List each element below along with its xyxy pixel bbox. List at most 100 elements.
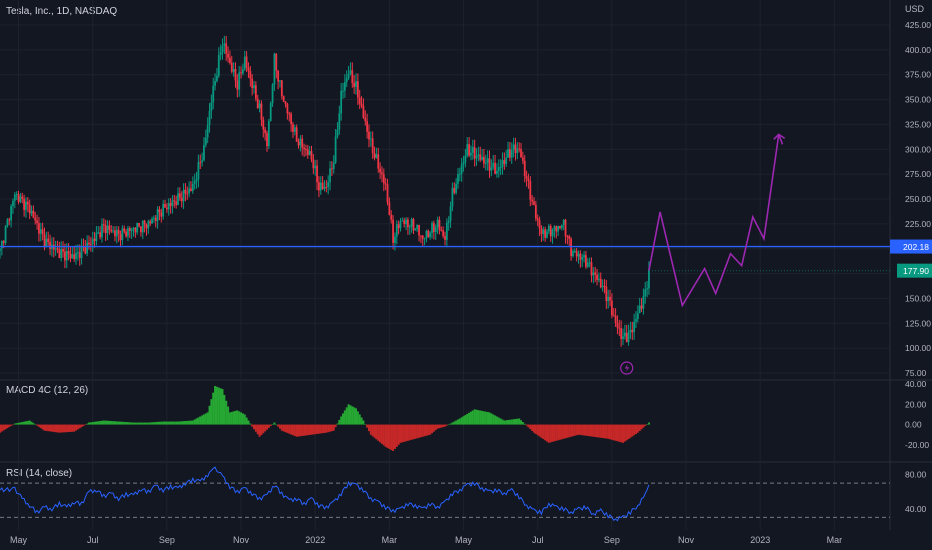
macd-bar [334, 424, 337, 428]
candle-body [351, 70, 354, 83]
macd-bar [416, 424, 419, 439]
candle-body [310, 150, 313, 160]
macd-bar [112, 421, 115, 425]
macd-bar [19, 422, 22, 425]
macd-bar [373, 424, 376, 438]
candle-body [583, 255, 585, 258]
candle-body [592, 272, 595, 276]
macd-bar [221, 389, 224, 425]
macd-bar [126, 422, 129, 425]
candle-body [514, 144, 517, 153]
macd-bar [508, 419, 511, 425]
macd-bar [388, 424, 391, 449]
macd-bar [93, 421, 96, 425]
candle-body [360, 103, 363, 106]
macd-bar [462, 416, 465, 425]
macd-bar [557, 424, 560, 441]
candle-body [264, 129, 267, 134]
candle-body [323, 186, 326, 189]
candle-body [253, 85, 255, 89]
candle-body [338, 113, 341, 130]
candle-body [201, 160, 204, 163]
macd-bar [431, 424, 434, 434]
price-tick-label: 400.00 [905, 45, 931, 55]
macd-bar [616, 424, 619, 442]
macd-tick-label: -20.00 [905, 440, 929, 450]
macd-bar [382, 424, 385, 446]
macd-bar [277, 424, 280, 427]
candle-body [19, 196, 22, 202]
macd-bar [58, 424, 61, 433]
candle-body [609, 296, 611, 301]
candle-body [631, 329, 634, 333]
candle-body [188, 188, 191, 194]
candle-body [177, 193, 179, 206]
candle-body [425, 230, 428, 239]
projection-arrowhead [773, 133, 786, 140]
macd-bar [236, 410, 239, 425]
candle-body [214, 81, 216, 86]
macd-bar [100, 420, 103, 425]
macd-bar [28, 420, 31, 425]
candle-body [407, 219, 409, 228]
candle-body [364, 117, 367, 122]
candle-body [384, 183, 387, 185]
x-tick-label: Sep [604, 535, 620, 545]
candle-body [358, 97, 361, 104]
candle-body [540, 228, 543, 235]
macd-bar [113, 421, 116, 425]
macd-bar [193, 419, 196, 425]
macd-bar [360, 417, 363, 425]
macd-bar [145, 422, 148, 425]
candle-body [625, 332, 628, 343]
macd-bar [599, 424, 602, 438]
macd-bar [349, 405, 352, 425]
chart-title: Tesla, Inc., 1D, NASDAQ [6, 6, 118, 17]
macd-bar [141, 422, 144, 425]
macd-bar [482, 411, 485, 425]
macd-bar [76, 424, 79, 430]
candle-body [254, 85, 257, 99]
earnings-event-icon [620, 361, 634, 375]
candle-body [136, 223, 139, 233]
macd-bar [232, 411, 235, 425]
macd-bar [173, 421, 176, 425]
macd-bar [210, 399, 213, 425]
candle-body [475, 155, 478, 159]
macd-bar [627, 424, 630, 440]
candle-body [605, 286, 608, 302]
candle-body [119, 233, 122, 241]
candle-body [536, 218, 539, 221]
candle-body [547, 225, 550, 232]
macd-bar [642, 424, 645, 428]
candle-body [501, 160, 504, 168]
candle-body [141, 220, 144, 233]
macd-bar [375, 424, 378, 440]
macd-bar [603, 424, 606, 439]
macd-bar [266, 424, 268, 430]
candle-body [381, 172, 383, 175]
macd-bar [240, 412, 243, 425]
macd-bar [455, 420, 458, 425]
candle-body [590, 262, 593, 276]
macd-bar [217, 387, 220, 425]
price-tick-label: 250.00 [905, 194, 931, 204]
candle-body [390, 214, 393, 220]
macd-bar [4, 424, 7, 430]
macd-bar [234, 410, 237, 425]
macd-bar [406, 424, 409, 441]
macd-bar [258, 424, 261, 437]
macd-bar [646, 424, 649, 425]
macd-bar [49, 424, 52, 432]
macd-bar [571, 424, 574, 437]
candle-body [445, 222, 448, 240]
candle-body [368, 131, 370, 140]
macd-bar [275, 424, 278, 426]
macd-bar [191, 420, 194, 425]
candle-body [375, 154, 378, 158]
candle-body [84, 247, 87, 254]
macd-bar [351, 406, 354, 425]
candle-body [138, 223, 140, 227]
